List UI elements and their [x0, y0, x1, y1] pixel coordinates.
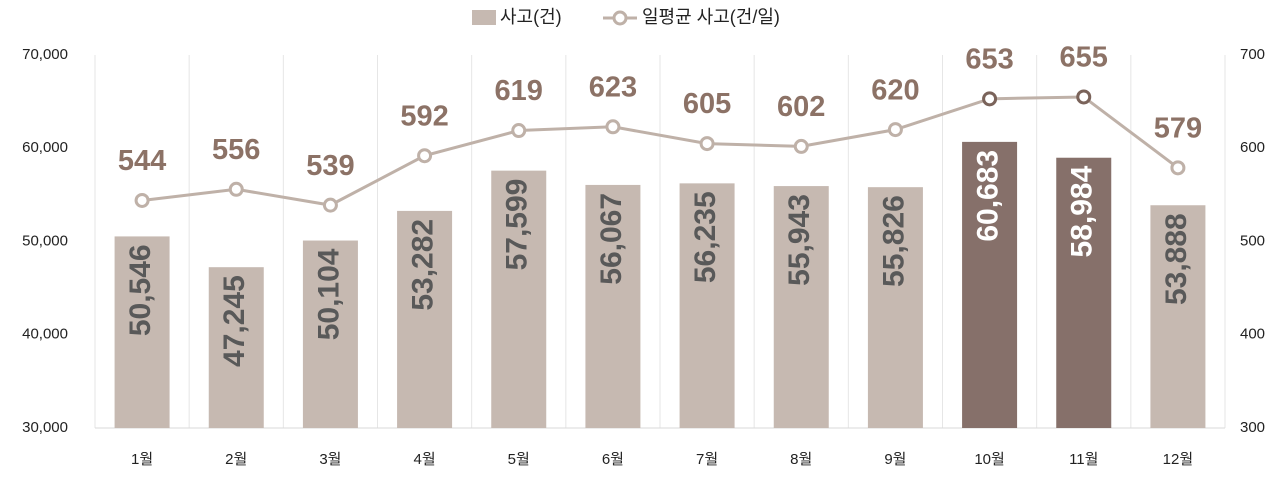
bar-value-label: 50,546	[124, 244, 157, 336]
bar	[1150, 205, 1206, 428]
line-marker	[605, 119, 621, 135]
bar	[962, 141, 1018, 428]
bar-value-label: 47,245	[218, 275, 251, 367]
bar-value-label: 55,826	[877, 195, 910, 287]
x-tick-label: 4월	[414, 451, 436, 468]
bar	[585, 184, 641, 428]
bar-value-label: 56,067	[595, 193, 628, 285]
bar-value-label: 57,599	[501, 179, 534, 271]
y-tick-label: 40,000	[22, 326, 68, 343]
bar	[1056, 157, 1112, 429]
bar	[773, 186, 829, 428]
point-value-label: 619	[495, 75, 543, 107]
y-tick-label: 30,000	[22, 419, 68, 436]
x-tick-label: 8월	[790, 451, 812, 468]
line-marker	[699, 136, 715, 152]
y2-tick-label: 300	[1240, 419, 1265, 436]
bar-value-label: 56,235	[689, 191, 722, 283]
bar	[491, 170, 547, 428]
point-value-label: 623	[589, 71, 637, 103]
legend-label: 일평균 사고(건/일)	[642, 7, 780, 27]
line-marker	[417, 148, 433, 164]
x-tick-label: 11월	[1069, 451, 1098, 468]
bar-value-label: 55,943	[783, 194, 816, 286]
legend-marker	[612, 10, 628, 26]
legend-label: 사고(건)	[500, 7, 562, 27]
line-marker	[793, 138, 809, 154]
point-value-label: 602	[777, 91, 825, 123]
line	[141, 95, 1179, 207]
y2-tick-label: 600	[1240, 139, 1265, 156]
legend-swatch	[472, 10, 496, 25]
bar	[397, 210, 453, 428]
point-value-label: 605	[683, 88, 731, 120]
line-marker	[1170, 160, 1186, 176]
bar-value-label: 53,282	[407, 219, 440, 311]
y-tick-label: 60,000	[22, 139, 68, 156]
line-marker	[982, 91, 998, 107]
point-value-label: 620	[871, 74, 919, 106]
line-marker	[134, 192, 150, 208]
point-value-label: 655	[1060, 42, 1108, 74]
y-tick-label: 70,000	[22, 46, 68, 63]
line-marker	[228, 181, 244, 197]
x-tick-label: 7월	[696, 451, 718, 468]
point-value-label: 556	[212, 134, 260, 166]
line-marker	[322, 197, 338, 213]
bar	[208, 267, 264, 428]
line-marker	[511, 123, 527, 139]
y-tick-label: 50,000	[22, 232, 68, 249]
x-tick-label: 9월	[884, 451, 906, 468]
bar-value-label: 53,888	[1160, 213, 1193, 305]
x-tick-label: 12월	[1163, 451, 1194, 468]
point-value-label: 579	[1154, 112, 1202, 144]
bar	[679, 183, 735, 428]
point-value-label: 653	[965, 43, 1013, 75]
line-marker	[887, 122, 903, 138]
bar-value-label: 50,104	[312, 248, 345, 340]
line-marker	[1076, 89, 1092, 105]
x-tick-label: 2월	[225, 451, 247, 468]
y2-tick-label: 700	[1240, 46, 1265, 63]
x-tick-label: 5월	[508, 451, 530, 468]
bar	[867, 187, 923, 428]
x-tick-label: 10월	[974, 451, 1005, 468]
point-value-label: 539	[306, 150, 354, 182]
y2-tick-label: 400	[1240, 326, 1265, 343]
bar	[114, 236, 170, 428]
bar-value-label: 58,984	[1066, 165, 1099, 257]
x-tick-label: 6월	[602, 451, 624, 468]
x-tick-label: 3월	[319, 451, 341, 468]
bar	[302, 240, 358, 428]
point-value-label: 592	[400, 100, 448, 132]
x-tick-label: 1월	[131, 451, 153, 468]
point-value-label: 544	[118, 145, 166, 177]
y2-tick-label: 500	[1240, 232, 1265, 249]
bar-value-label: 60,683	[972, 150, 1005, 242]
